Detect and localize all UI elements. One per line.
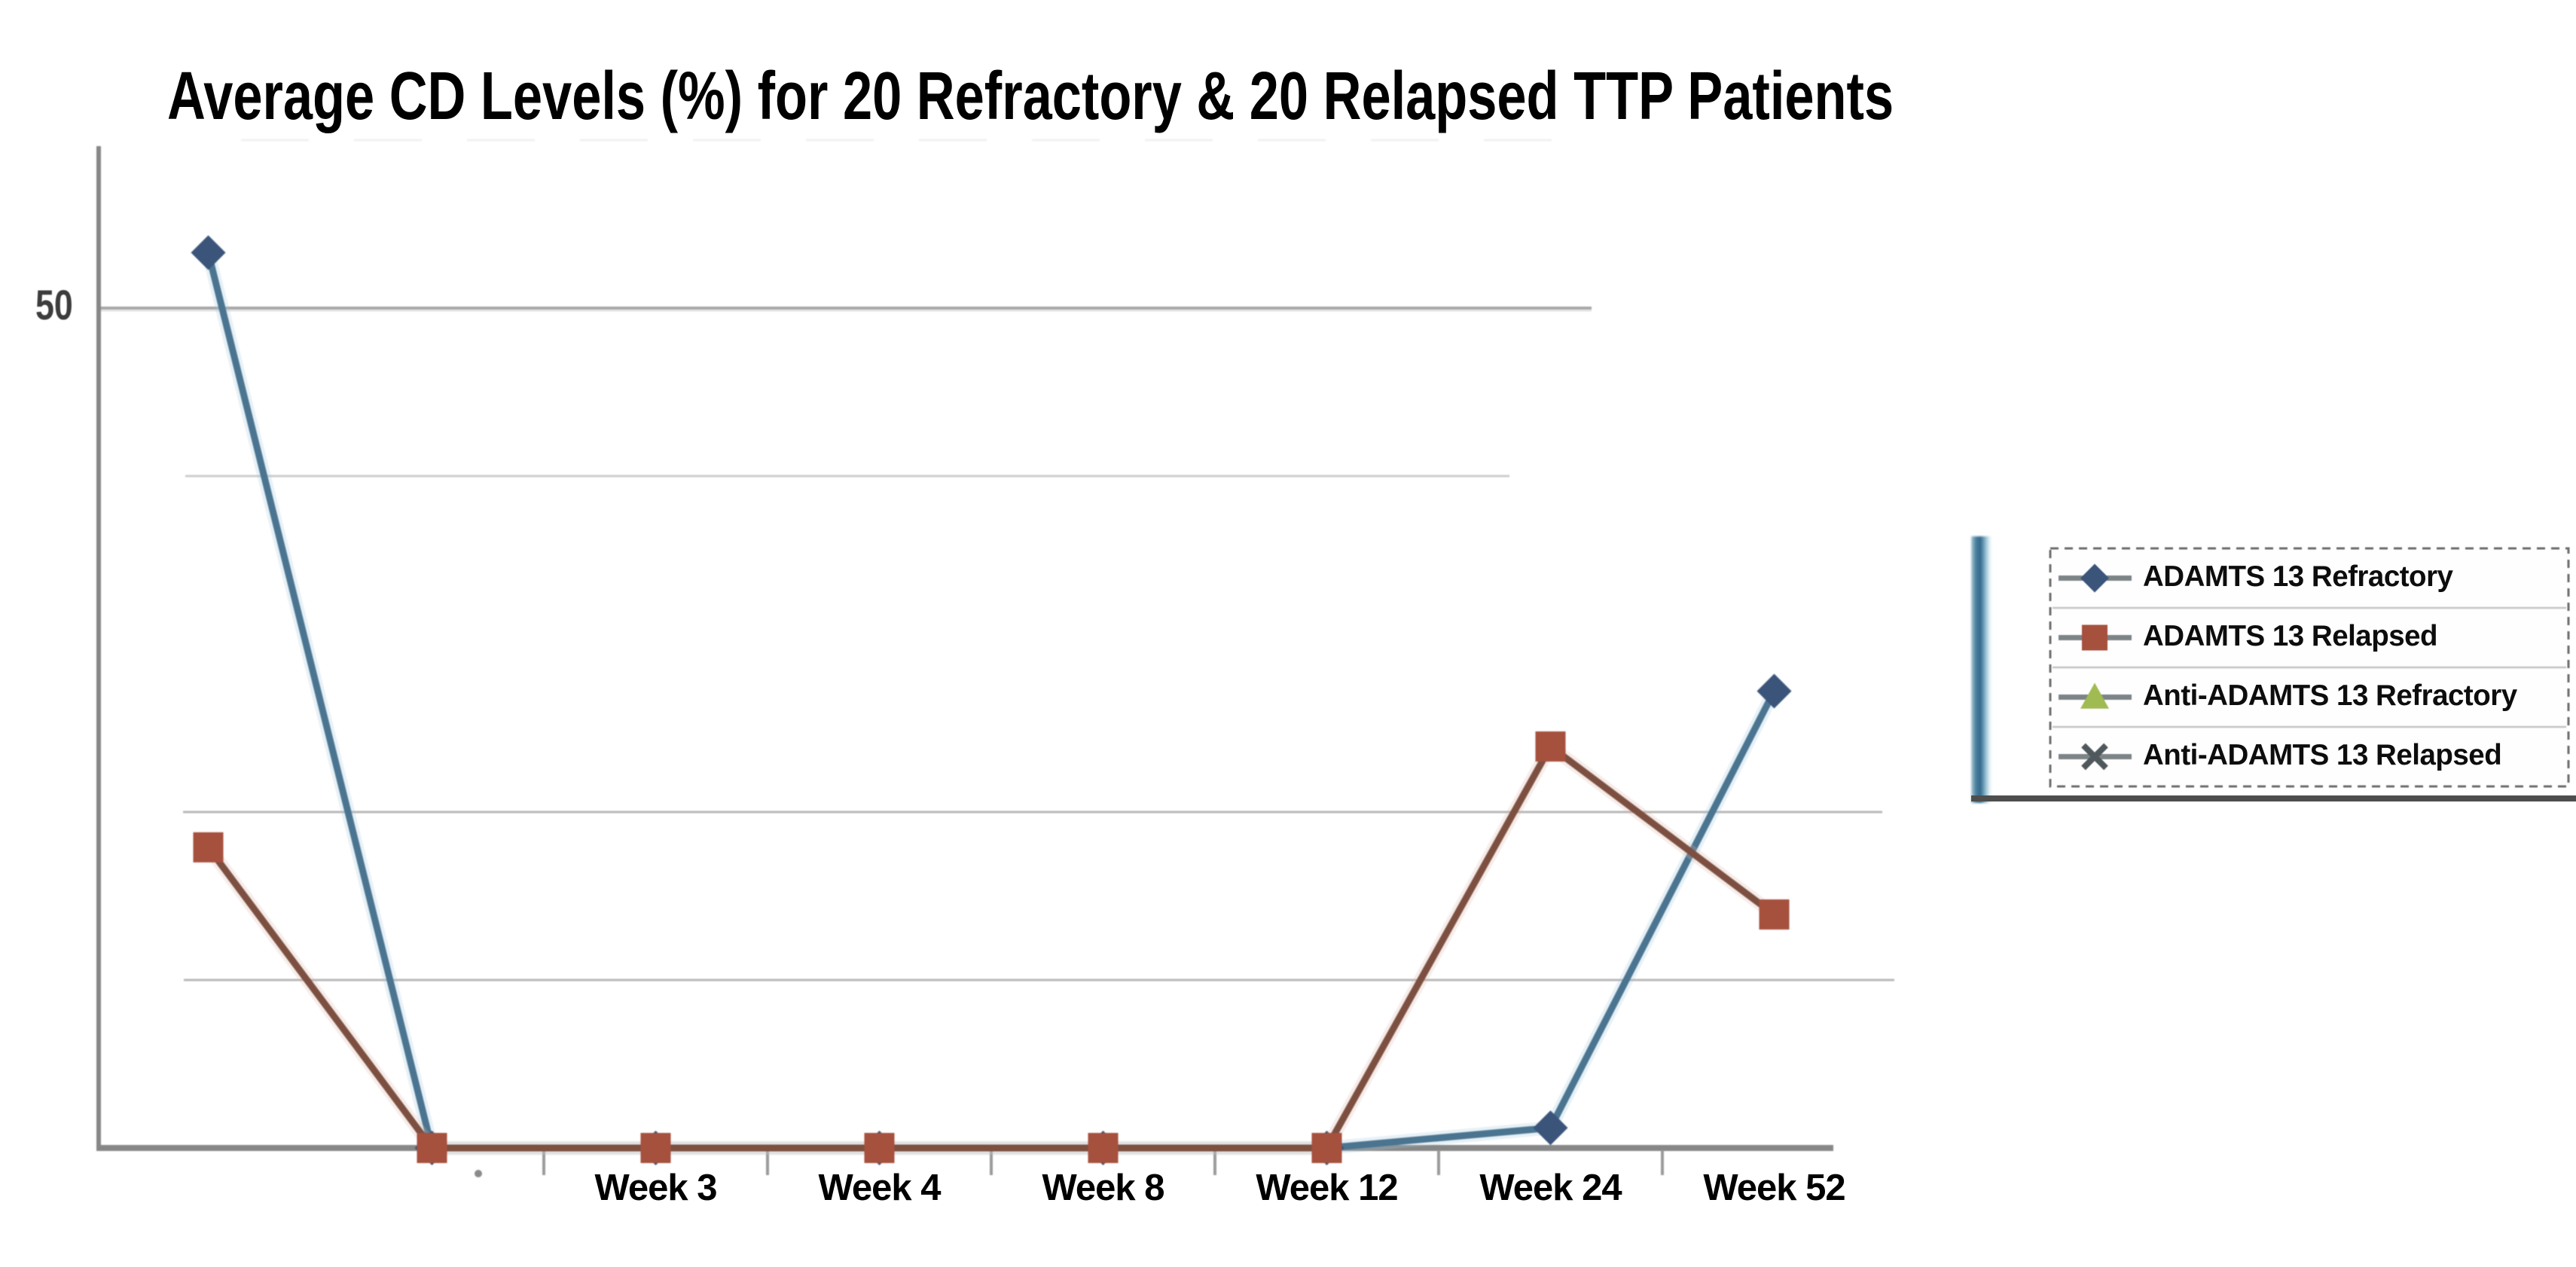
legend-accent-stripe bbox=[1971, 536, 1993, 803]
x-axis-label-week-8: Week 8 bbox=[1042, 1168, 1165, 1208]
series-1-marker-3 bbox=[864, 1133, 895, 1163]
legend-label-anti-adamts-13-refractory: Anti-ADAMTS 13 Refractory bbox=[2143, 679, 2517, 712]
series-0-marker-7 bbox=[1757, 673, 1792, 709]
x-axis-label-week-24: Week 24 bbox=[1479, 1168, 1622, 1208]
legend-label-anti-adamts-13-relapsed: Anti-ADAMTS 13 Relapsed bbox=[2143, 738, 2502, 771]
x-axis-tick bbox=[1437, 1150, 1440, 1175]
legend-marker-x-icon bbox=[2081, 743, 2108, 771]
series-1-marker-1 bbox=[417, 1133, 447, 1163]
series-line-1 bbox=[205, 743, 1777, 1152]
series-0-marker-0 bbox=[191, 235, 226, 270]
legend-marker-diamond-icon bbox=[2080, 563, 2109, 593]
x-axis-tick bbox=[1661, 1150, 1664, 1175]
x-axis-label-week-3: Week 3 bbox=[594, 1168, 718, 1208]
legend-label-adamts-13-relapsed: ADAMTS 13 Relapsed bbox=[2143, 619, 2438, 652]
series-1-marker-7 bbox=[1759, 899, 1790, 930]
chart-title: Average CD Levels (%) for 20 Refractory … bbox=[167, 59, 1894, 134]
series-1-marker-4 bbox=[1088, 1133, 1119, 1163]
y-axis-line bbox=[96, 146, 101, 1151]
y-axis-tick-label: 50 bbox=[35, 281, 73, 328]
x-axis-label-week-4: Week 4 bbox=[818, 1168, 942, 1208]
series-1-marker-5 bbox=[1311, 1133, 1342, 1163]
x-axis-tick bbox=[990, 1150, 993, 1175]
series-1-marker-6 bbox=[1535, 731, 1566, 762]
legend-underline bbox=[1971, 795, 2576, 801]
legend-label-adamts-13-refractory: ADAMTS 13 Refractory bbox=[2143, 560, 2453, 593]
x-axis-label-week-12: Week 12 bbox=[1256, 1168, 1398, 1208]
x-axis-label-week-52: Week 52 bbox=[1703, 1168, 1845, 1208]
legend-marker-triangle-icon bbox=[2080, 682, 2109, 709]
x-axis-tick bbox=[766, 1150, 769, 1175]
x-axis-tick bbox=[1213, 1150, 1216, 1175]
series-1-marker-2 bbox=[640, 1133, 671, 1163]
legend-marker-square-icon bbox=[2082, 624, 2107, 651]
series-0-marker-6 bbox=[1533, 1110, 1568, 1146]
x-axis-tick bbox=[542, 1150, 545, 1175]
series-1-marker-0 bbox=[193, 832, 224, 862]
scan-dot-artifact bbox=[475, 1170, 482, 1177]
legend-box-border bbox=[2049, 547, 2570, 788]
